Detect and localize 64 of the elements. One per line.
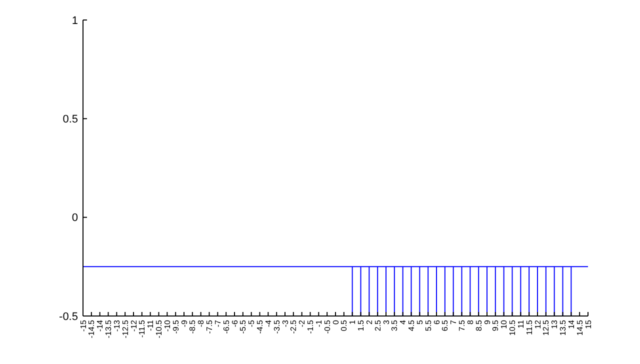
x-tick-label: -11 bbox=[146, 319, 156, 331]
x-tick-label: -4 bbox=[264, 319, 273, 328]
x-tick-label: 5.5 bbox=[424, 319, 433, 332]
x-tick-label: 11 bbox=[516, 319, 526, 328]
x-tick-label: -7 bbox=[213, 319, 222, 328]
x-tick-label: 10 bbox=[500, 319, 509, 329]
x-tick-label: 9 bbox=[482, 319, 492, 324]
x-tick-label: -10.5 bbox=[154, 319, 164, 338]
x-tick-label: 2.5 bbox=[373, 319, 382, 332]
y-tick-label: 1 bbox=[72, 14, 78, 27]
y-tick-label: 0 bbox=[72, 212, 78, 224]
x-tick-label: 12 bbox=[533, 319, 542, 329]
x-tick-label: 6.5 bbox=[440, 319, 450, 332]
x-tick-label: -3.5 bbox=[272, 319, 282, 334]
x-tick-label: 14 bbox=[566, 319, 576, 329]
x-tick-label: -14 bbox=[96, 319, 105, 332]
x-tick-label: 4.5 bbox=[407, 319, 416, 332]
x-tick-label: 2 bbox=[364, 319, 374, 324]
x-tick-label: -9 bbox=[180, 319, 189, 328]
x-tick-label: -8 bbox=[196, 319, 206, 328]
x-tick-label: 1.5 bbox=[356, 319, 366, 332]
x-tick-label: 14.5 bbox=[575, 319, 584, 336]
x-tick-label: -10 bbox=[162, 319, 172, 332]
x-tick-label: 3.5 bbox=[390, 319, 400, 332]
x-tick-label: 1 bbox=[348, 319, 358, 324]
x-tick-label: -8.5 bbox=[188, 319, 198, 334]
x-tick-label: -6.5 bbox=[222, 319, 231, 334]
x-tick-label: -0.5 bbox=[322, 319, 332, 334]
x-tick-label: 7 bbox=[449, 319, 458, 324]
x-tick-label: 15 bbox=[584, 319, 593, 329]
x-tick-label: 13 bbox=[550, 319, 560, 329]
x-tick-label: -1.5 bbox=[306, 319, 316, 334]
x-tick-label: 0 bbox=[331, 319, 340, 324]
x-tick-label: 10.5 bbox=[508, 319, 518, 336]
x-tick-label: 11.5 bbox=[524, 319, 534, 335]
x-tick-label: -13.5 bbox=[104, 319, 114, 338]
x-tick-label: -12.5 bbox=[120, 319, 130, 338]
x-tick-label: 0.5 bbox=[340, 319, 349, 332]
x-tick-label: -1 bbox=[314, 319, 324, 328]
x-tick-label: -9.5 bbox=[171, 319, 180, 334]
x-tick-label: -5.5 bbox=[238, 319, 248, 334]
x-tick-label: -4.5 bbox=[256, 319, 265, 334]
x-tick-label: 8 bbox=[466, 319, 475, 324]
y-tick-label: 0.5 bbox=[62, 114, 78, 126]
x-tick-label: 8.5 bbox=[474, 319, 484, 332]
x-tick-label: -11.5 bbox=[138, 319, 147, 338]
x-tick-label: -7.5 bbox=[205, 319, 214, 334]
x-tick-label: 9.5 bbox=[491, 319, 500, 332]
x-tick-label: -15 bbox=[78, 319, 88, 332]
x-tick-label: -6 bbox=[230, 319, 240, 328]
x-tick-label: 4 bbox=[398, 319, 408, 324]
x-tick-label: -13 bbox=[112, 319, 122, 332]
x-tick-label: 5 bbox=[415, 319, 424, 324]
x-tick-label: -2.5 bbox=[289, 319, 298, 334]
x-tick-label: 6 bbox=[432, 319, 442, 324]
x-tick-label: -5 bbox=[247, 319, 256, 328]
x-tick-label: -14.5 bbox=[87, 319, 96, 338]
x-tick-label: -12 bbox=[129, 319, 138, 332]
x-tick-label: -3 bbox=[280, 319, 290, 328]
x-tick-label: 3 bbox=[382, 319, 391, 324]
x-tick-label: -2 bbox=[298, 319, 307, 328]
x-tick-label: 13.5 bbox=[558, 319, 568, 336]
x-tick-label: 12.5 bbox=[542, 319, 551, 336]
x-tick-label: 7.5 bbox=[458, 319, 467, 332]
